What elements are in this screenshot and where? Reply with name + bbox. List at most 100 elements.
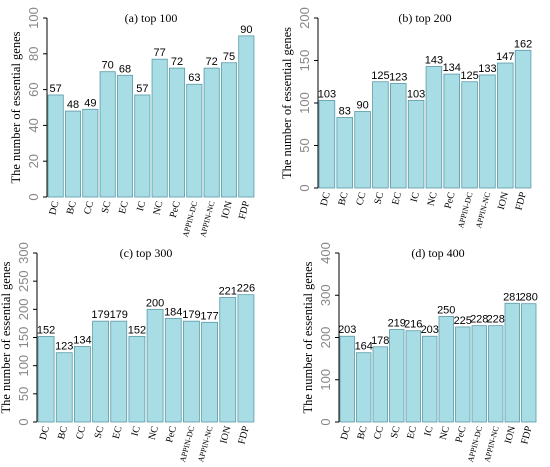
x-tick-label: DC	[47, 200, 61, 217]
data-label: 77	[154, 47, 166, 59]
x-tick-label: PeC	[454, 425, 469, 444]
data-label: 57	[50, 83, 62, 95]
bar	[521, 303, 537, 423]
bar	[497, 62, 514, 189]
x-tick-label: APPIN-NC	[482, 425, 500, 463]
y-axis-label: The number of essential genes	[301, 261, 315, 413]
data-label: 133	[478, 63, 496, 75]
data-label: 177	[200, 310, 218, 322]
bar	[339, 335, 355, 423]
data-label: 221	[219, 286, 237, 298]
bar	[443, 73, 460, 189]
panel-title: (d) top 400	[411, 246, 464, 260]
data-label: 179	[182, 309, 200, 321]
data-label: 219	[388, 317, 406, 329]
data-label: 162	[514, 38, 532, 50]
x-tick-label: BC	[56, 425, 70, 441]
x-tick-label: SC	[389, 425, 403, 440]
x-tick-label: CC	[354, 191, 368, 207]
x-tick-label: IC	[135, 200, 148, 213]
y-tick-label: 400	[318, 242, 333, 264]
x-tick-label: SC	[373, 191, 387, 206]
bar	[110, 320, 128, 423]
y-tick-label: 60	[26, 82, 41, 96]
y-tick-label: 300	[318, 284, 333, 306]
bar	[356, 352, 372, 423]
data-label: 178	[371, 335, 389, 347]
bar	[479, 74, 496, 189]
data-label: 103	[318, 88, 336, 100]
y-tick-label: 20	[26, 154, 41, 168]
data-label: 164	[355, 341, 373, 353]
bar	[146, 308, 164, 423]
y-tick-label: 200	[297, 7, 312, 29]
bar	[47, 94, 64, 198]
x-tick-label: SC	[100, 200, 114, 215]
x-tick-label: EC	[111, 425, 125, 441]
x-tick-label: APPIN-DC	[178, 425, 196, 463]
data-label: 228	[487, 314, 505, 326]
data-label: 281	[503, 291, 521, 303]
data-label: 90	[356, 100, 368, 112]
x-tick-label: IC	[422, 425, 435, 438]
x-tick-label: APPIN-NC	[198, 200, 216, 238]
bar	[390, 83, 407, 189]
panel-title: (c) top 300	[120, 246, 173, 260]
data-label: 179	[91, 309, 109, 321]
bar	[151, 58, 168, 198]
data-label: 123	[389, 71, 407, 83]
bar	[354, 111, 371, 189]
y-tick-label: 0	[318, 418, 333, 425]
data-label: 63	[188, 72, 200, 84]
x-tick-label: FDP	[514, 191, 529, 212]
data-label: 57	[136, 83, 148, 95]
x-tick-label: NC	[147, 425, 161, 442]
x-tick-label: CC	[372, 425, 386, 441]
bar	[64, 110, 82, 198]
x-tick-label: PeC	[443, 191, 458, 210]
x-tick-label: APPIN-DC	[181, 200, 199, 238]
x-tick-label: ION	[496, 191, 511, 211]
y-tick-label: 100	[318, 369, 333, 391]
bar	[407, 100, 425, 189]
data-label: 250	[437, 304, 455, 316]
bar	[183, 320, 200, 423]
data-label: 184	[164, 306, 182, 318]
x-tick-label: ION	[218, 425, 233, 445]
y-axis-label: The number of essential genes	[9, 31, 23, 183]
y-tick-label: 50	[16, 387, 31, 401]
bar	[372, 346, 388, 423]
x-tick-label: DC	[339, 425, 353, 442]
data-label: 200	[146, 297, 164, 309]
bar	[237, 294, 255, 423]
data-label: 68	[119, 63, 131, 75]
x-tick-label: DC	[38, 425, 52, 442]
bar	[128, 335, 146, 423]
data-label: 143	[425, 54, 443, 66]
x-tick-label: NC	[438, 425, 452, 442]
x-tick-label: APPIN-DC	[456, 191, 474, 229]
bar	[372, 81, 389, 189]
bar	[336, 117, 353, 189]
bar	[438, 315, 454, 423]
data-label: 179	[110, 309, 128, 321]
bar	[422, 335, 438, 423]
data-label: 90	[240, 24, 252, 36]
x-tick-label: ION	[220, 200, 235, 220]
data-label: 152	[37, 324, 55, 336]
x-tick-label: CC	[74, 425, 88, 441]
data-label: 75	[223, 51, 235, 63]
x-tick-label: APPIN-NC	[474, 191, 492, 229]
x-tick-label: EC	[405, 425, 419, 441]
bar	[82, 108, 99, 198]
bar	[471, 325, 487, 423]
data-label: 103	[407, 88, 425, 100]
data-label: 125	[460, 70, 478, 82]
x-tick-label: BC	[65, 200, 79, 216]
data-label: 225	[454, 315, 472, 327]
bar	[134, 94, 151, 198]
y-tick-label: 200	[318, 327, 333, 349]
